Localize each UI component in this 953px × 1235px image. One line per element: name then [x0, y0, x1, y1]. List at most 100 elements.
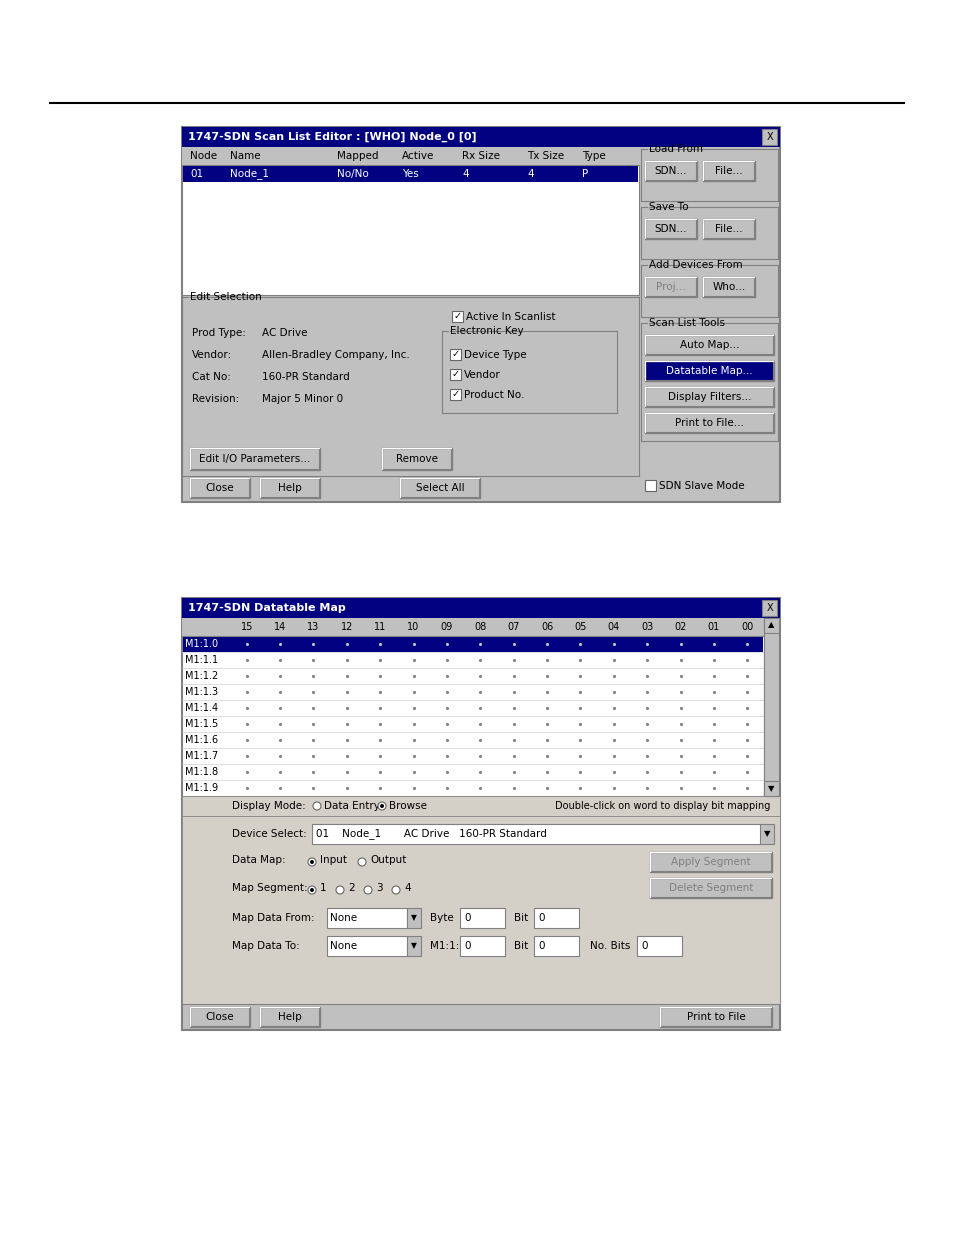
- Bar: [459, 908, 504, 927]
- Text: 11: 11: [374, 622, 386, 632]
- Bar: [644, 361, 773, 382]
- Circle shape: [357, 858, 366, 866]
- Bar: [452, 311, 462, 322]
- Bar: [450, 350, 460, 359]
- Bar: [702, 161, 754, 182]
- Bar: [644, 412, 773, 433]
- Text: Who...: Who...: [712, 282, 745, 291]
- Bar: [644, 335, 773, 354]
- Text: 0: 0: [537, 941, 544, 951]
- Text: Add Devices From: Add Devices From: [648, 261, 741, 270]
- Bar: [327, 936, 407, 956]
- Bar: [381, 448, 452, 471]
- Bar: [644, 277, 697, 296]
- Text: SDN Slave Mode: SDN Slave Mode: [659, 480, 744, 492]
- Text: 0: 0: [537, 913, 544, 923]
- Text: Output: Output: [370, 855, 406, 864]
- Bar: [407, 936, 420, 956]
- Text: Yes: Yes: [401, 169, 418, 179]
- Text: AC Drive: AC Drive: [262, 329, 307, 338]
- Text: Load From: Load From: [648, 144, 702, 154]
- Text: M1:1.7: M1:1.7: [185, 751, 218, 761]
- Bar: [183, 165, 638, 182]
- Text: Vendor: Vendor: [463, 370, 500, 380]
- Bar: [534, 908, 578, 927]
- Text: Revision:: Revision:: [192, 394, 239, 404]
- Text: 02: 02: [674, 622, 686, 632]
- Circle shape: [308, 858, 315, 866]
- Text: File...: File...: [715, 165, 742, 177]
- Text: 09: 09: [440, 622, 453, 632]
- Bar: [459, 936, 504, 956]
- Text: X: X: [766, 603, 773, 613]
- Text: Edit Selection: Edit Selection: [190, 291, 261, 303]
- Bar: [182, 816, 780, 1004]
- Text: M1:1.1: M1:1.1: [185, 655, 218, 664]
- Text: Name: Name: [230, 151, 260, 161]
- Text: ✓: ✓: [451, 369, 459, 379]
- Text: 4: 4: [526, 169, 533, 179]
- Text: Active In Scanlist: Active In Scanlist: [465, 312, 555, 322]
- Text: Auto Map...: Auto Map...: [679, 340, 739, 350]
- Bar: [702, 219, 754, 240]
- Text: Remove: Remove: [395, 454, 437, 464]
- Text: Display Mode:: Display Mode:: [232, 802, 305, 811]
- Text: M1:1.6: M1:1.6: [185, 735, 218, 745]
- Text: Byte: Byte: [430, 913, 454, 923]
- Text: M1:1.9: M1:1.9: [185, 783, 218, 793]
- Bar: [649, 878, 771, 898]
- Text: 4: 4: [403, 883, 410, 893]
- Bar: [182, 127, 780, 501]
- Circle shape: [392, 885, 399, 894]
- Text: Active: Active: [401, 151, 434, 161]
- Text: Bit: Bit: [514, 941, 528, 951]
- Text: Tx Size: Tx Size: [526, 151, 563, 161]
- Text: 05: 05: [574, 622, 586, 632]
- Bar: [182, 147, 639, 165]
- Text: 01: 01: [190, 169, 203, 179]
- Bar: [637, 936, 681, 956]
- Bar: [312, 824, 761, 844]
- Circle shape: [310, 860, 314, 864]
- Text: 14: 14: [274, 622, 286, 632]
- Bar: [327, 908, 407, 927]
- Bar: [190, 1007, 250, 1028]
- Text: None: None: [330, 941, 356, 951]
- Circle shape: [308, 885, 315, 894]
- Text: ✓: ✓: [451, 389, 459, 399]
- Bar: [644, 161, 697, 182]
- Bar: [182, 618, 763, 636]
- Text: P: P: [581, 169, 588, 179]
- Text: Type: Type: [581, 151, 605, 161]
- Text: Browse: Browse: [389, 802, 427, 811]
- Text: 01    Node_1       AC Drive   160-PR Standard: 01 Node_1 AC Drive 160-PR Standard: [315, 829, 546, 840]
- Text: Prod Type:: Prod Type:: [192, 329, 246, 338]
- Bar: [760, 824, 773, 844]
- Text: Help: Help: [278, 483, 301, 493]
- Bar: [182, 797, 780, 816]
- Text: Close: Close: [206, 1011, 234, 1023]
- Bar: [534, 936, 578, 956]
- Bar: [183, 637, 762, 652]
- Text: Major 5 Minor 0: Major 5 Minor 0: [262, 394, 343, 404]
- Bar: [190, 448, 319, 471]
- Text: Node: Node: [190, 151, 217, 161]
- Text: M1:1.8: M1:1.8: [185, 767, 218, 777]
- Text: Help: Help: [278, 1011, 301, 1023]
- Text: M1:1.2: M1:1.2: [185, 671, 218, 680]
- Circle shape: [335, 885, 344, 894]
- Bar: [182, 127, 780, 147]
- Text: ▼: ▼: [411, 941, 416, 951]
- Text: 00: 00: [740, 622, 753, 632]
- Text: 04: 04: [607, 622, 619, 632]
- Text: Node_1: Node_1: [230, 168, 269, 179]
- Text: 1747-SDN Datatable Map: 1747-SDN Datatable Map: [188, 603, 345, 613]
- Text: 0: 0: [463, 941, 470, 951]
- Text: SDN...: SDN...: [654, 224, 686, 233]
- Bar: [182, 598, 780, 618]
- Text: X: X: [766, 132, 773, 142]
- Bar: [763, 781, 779, 797]
- Bar: [182, 636, 763, 797]
- Text: ✓: ✓: [451, 350, 459, 359]
- Text: ▼: ▼: [763, 830, 769, 839]
